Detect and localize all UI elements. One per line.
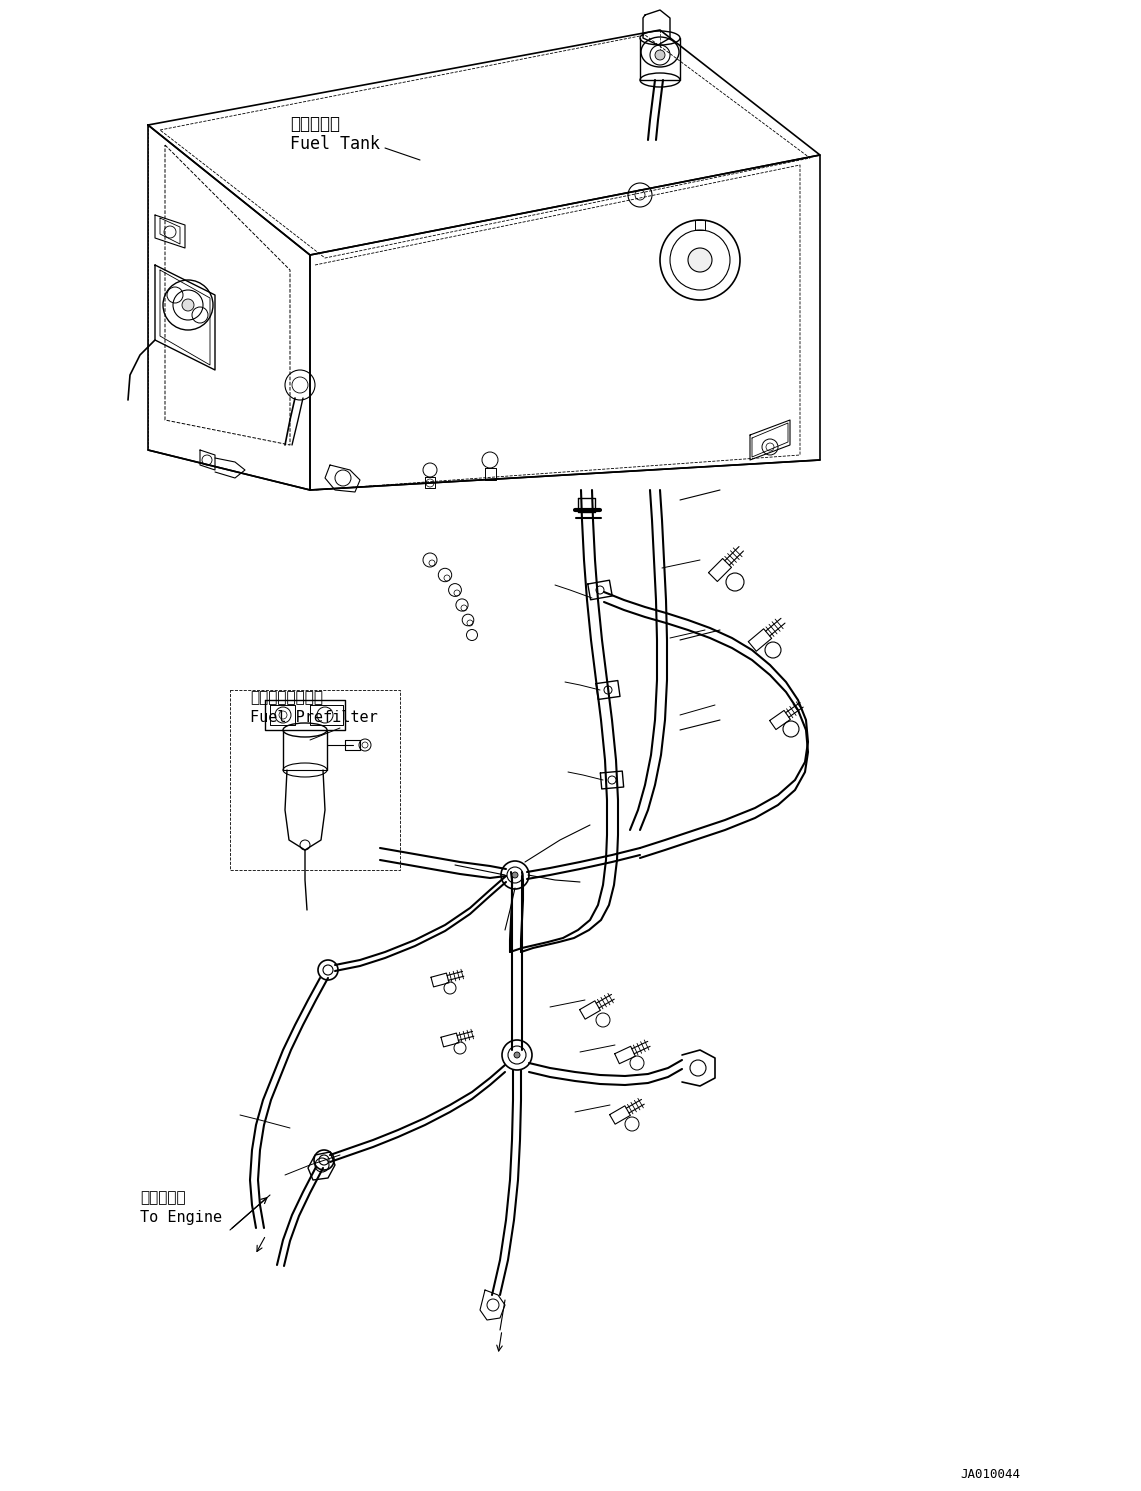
Text: To Engine: To Engine — [140, 1211, 222, 1226]
Circle shape — [513, 1053, 520, 1059]
Text: 燃料プレフィルタ: 燃料プレフィルタ — [250, 690, 323, 705]
Text: Fuel Tank: Fuel Tank — [290, 136, 380, 154]
Circle shape — [183, 300, 194, 312]
Text: Fuel Prefilter: Fuel Prefilter — [250, 710, 378, 725]
Text: エンジンへ: エンジンへ — [140, 1190, 186, 1205]
Text: 燃料タンク: 燃料タンク — [290, 115, 340, 133]
Circle shape — [512, 872, 518, 878]
Circle shape — [688, 248, 712, 271]
Text: JA010044: JA010044 — [960, 1469, 1020, 1481]
Circle shape — [655, 51, 665, 60]
